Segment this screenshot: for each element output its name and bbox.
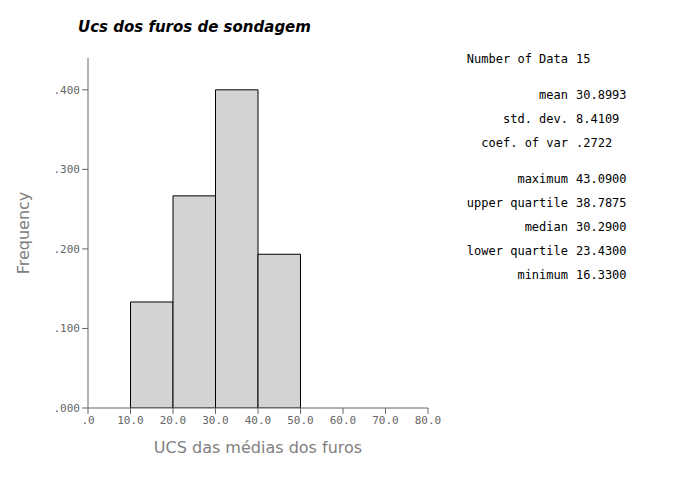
- html-text:.2722: .2722: [576, 136, 613, 150]
- html-text:minimum: minimum: [517, 268, 568, 282]
- html-text:16.3300: 16.3300: [576, 268, 627, 282]
- html-text:Ucs dos furos de sondagem: Ucs dos furos de sondagem: [78, 18, 311, 36]
- html-text:43.0900: 43.0900: [576, 172, 627, 186]
- svg-text:UCS das médias dos furos: UCS das médias dos furos: [154, 438, 362, 457]
- html-text:maximum: maximum: [517, 172, 568, 186]
- html-text:23.4300: 23.4300: [576, 244, 627, 258]
- html-text:15: 15: [576, 52, 591, 66]
- svg-text:.200: .200: [54, 243, 81, 256]
- svg-text:.400: .400: [54, 84, 81, 97]
- svg-text:.000: .000: [54, 402, 81, 415]
- svg-text:30.0: 30.0: [202, 414, 229, 427]
- html-text:coef. of var: coef. of var: [481, 136, 568, 150]
- html-text:mean: mean: [539, 88, 568, 102]
- html-text:lower quartile: lower quartile: [466, 244, 568, 258]
- svg-text:.300: .300: [54, 163, 81, 176]
- svg-text:.0: .0: [81, 414, 94, 427]
- svg-text:20.0: 20.0: [160, 414, 187, 427]
- svg-text:60.0: 60.0: [330, 414, 357, 427]
- svg-text:40.0: 40.0: [245, 414, 272, 427]
- svg-text:70.0: 70.0: [372, 414, 399, 427]
- html-text:38.7875: 38.7875: [576, 196, 627, 210]
- svg-text:50.0: 50.0: [287, 414, 314, 427]
- svg-text:.100: .100: [54, 322, 81, 335]
- svg-text:Frequency: Frequency: [14, 192, 33, 275]
- html-text:30.8993: 30.8993: [576, 88, 627, 102]
- svg-text:80.0: 80.0: [415, 414, 442, 427]
- html-text:Number of Data: Number of Data: [466, 52, 568, 66]
- html-text:median: median: [524, 220, 568, 234]
- html-text:30.2900: 30.2900: [576, 220, 627, 234]
- html-text:upper quartile: upper quartile: [466, 196, 568, 210]
- html-text:8.4109: 8.4109: [576, 112, 620, 126]
- svg-text:10.0: 10.0: [117, 414, 144, 427]
- html-text:std. dev.: std. dev.: [503, 112, 568, 126]
